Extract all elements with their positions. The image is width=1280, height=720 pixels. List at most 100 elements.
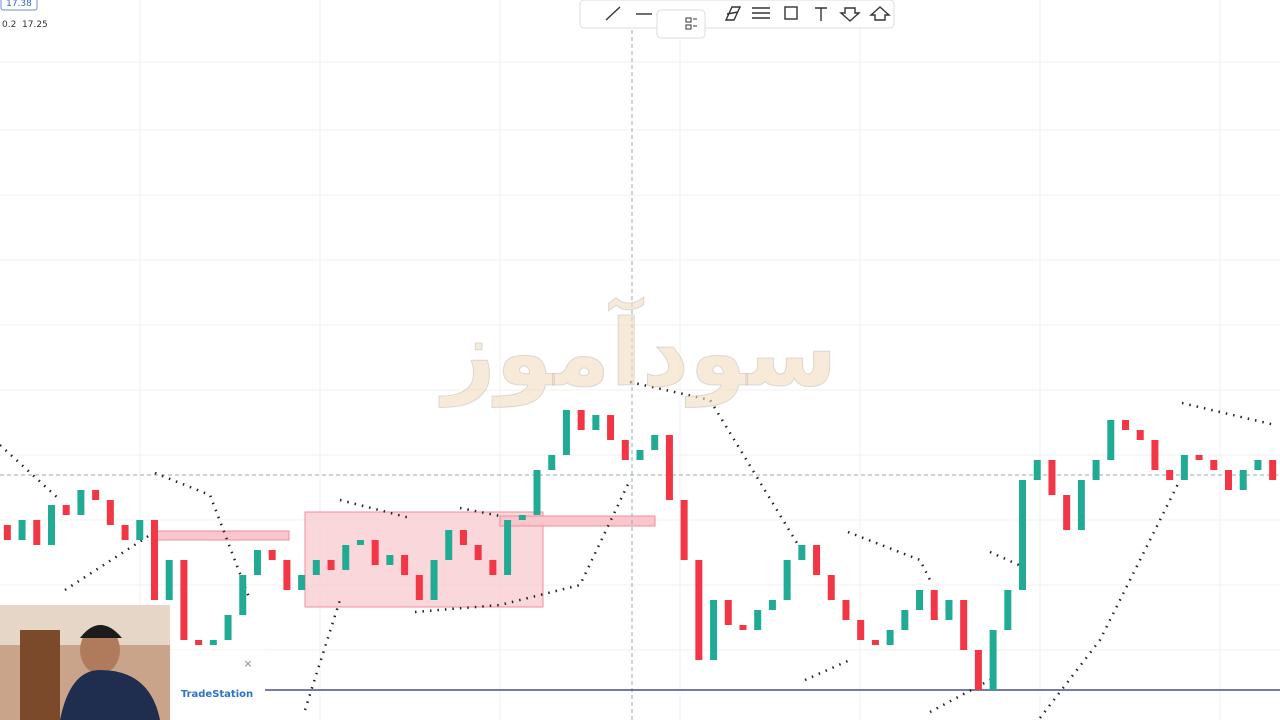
candle-body: [371, 540, 379, 565]
candle-body: [209, 640, 217, 645]
ad-panel: [170, 650, 265, 720]
candle-body: [562, 410, 570, 455]
candle-body: [1077, 480, 1085, 530]
tool-rect[interactable]: [784, 6, 798, 20]
candle-body: [342, 545, 350, 570]
candle-body: [1092, 460, 1100, 480]
candle-body: [430, 560, 438, 600]
candle-body: [621, 440, 629, 460]
candle-body: [813, 545, 821, 575]
candle-body: [33, 520, 41, 545]
candle-body: [930, 590, 938, 620]
candle-body: [739, 625, 747, 630]
price-box: [0, 0, 38, 11]
candle-body: [1254, 460, 1262, 470]
candle-body: [136, 520, 144, 540]
candle-body: [239, 575, 247, 615]
candle-body: [298, 575, 306, 590]
candle-body: [150, 520, 158, 600]
candle-body: [827, 575, 835, 600]
candle-body: [680, 500, 688, 560]
zone: [154, 530, 290, 541]
candle-body: [768, 600, 776, 610]
ad-close[interactable]: ×: [243, 657, 252, 670]
candle-body: [3, 525, 11, 540]
tool-arrow-up[interactable]: [869, 6, 891, 21]
candles: [3, 410, 1277, 690]
tool-channel[interactable]: [724, 6, 742, 21]
tool-settings[interactable]: [685, 17, 697, 30]
candle-body: [415, 575, 423, 600]
tool-arrow-down[interactable]: [839, 7, 861, 22]
candle-body: [974, 650, 982, 690]
candle-body: [548, 455, 556, 470]
candle-body: [1048, 460, 1056, 495]
candle-body: [798, 545, 806, 560]
candle-body: [665, 435, 673, 500]
candle-body: [1136, 430, 1144, 440]
candle-body: [754, 610, 762, 630]
zone: [499, 515, 656, 527]
candle-body: [695, 560, 703, 660]
candle-body: [489, 560, 497, 575]
candle-body: [106, 500, 114, 525]
candle-body: [592, 415, 600, 430]
sar-dots: [0, 380, 1276, 719]
tool-trendline[interactable]: [605, 6, 621, 21]
candle-body: [1033, 460, 1041, 480]
candle-body: [62, 505, 70, 515]
ad-brand[interactable]: TradeStation: [181, 689, 253, 700]
candle-body: [253, 550, 261, 575]
candle-body: [960, 600, 968, 650]
candle-body: [121, 525, 129, 540]
legend-value: 0.2: [2, 20, 16, 30]
webcam: [0, 605, 170, 720]
candle-body: [651, 435, 659, 450]
candle-body: [842, 600, 850, 620]
tool-text[interactable]: [815, 7, 827, 21]
drawing-toolbar: [579, 0, 895, 39]
candle-body: [1004, 590, 1012, 630]
candle-body: [1166, 470, 1174, 480]
candle-body: [1063, 495, 1071, 530]
candle-body: [474, 545, 482, 560]
candle-body: [224, 615, 232, 640]
candle-body: [857, 620, 865, 640]
candle-body: [18, 520, 26, 540]
candle-body: [636, 450, 644, 460]
candle-body: [724, 600, 732, 625]
candle-body: [180, 560, 188, 640]
tool-fib[interactable]: [752, 7, 770, 19]
candle-body: [1151, 440, 1159, 470]
candle-body: [1210, 460, 1218, 470]
candle-body: [356, 540, 364, 545]
candle-body: [1239, 470, 1247, 490]
candle-body: [1107, 420, 1115, 460]
candle-body: [268, 550, 276, 560]
candle-body: [871, 640, 879, 645]
candle-body: [1225, 470, 1233, 490]
candle-body: [47, 505, 55, 545]
candle-body: [710, 600, 718, 660]
candle-body: [386, 555, 394, 565]
candle-body: [1122, 420, 1130, 430]
candle-body: [533, 470, 541, 515]
candle-body: [1019, 480, 1027, 590]
candle-body: [92, 490, 100, 500]
price-box-label: 17.38: [6, 0, 32, 9]
candle-body: [504, 520, 512, 575]
candle-body: [989, 630, 997, 690]
candle-body: [445, 530, 453, 560]
candle-body: [77, 490, 85, 515]
candle-body: [1195, 455, 1203, 460]
candle-body: [886, 630, 894, 645]
candle-body: [577, 410, 585, 430]
candle-body: [916, 590, 924, 610]
legend-value: 17.25: [22, 20, 48, 30]
candle-body: [401, 555, 409, 575]
candle-body: [945, 600, 953, 620]
candle-body: [195, 640, 203, 645]
candle-body: [1269, 460, 1277, 480]
